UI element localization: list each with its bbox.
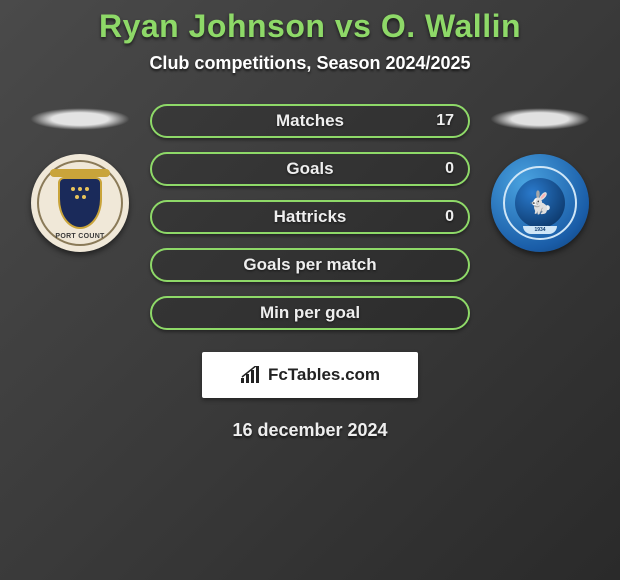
page-title: Ryan Johnson vs O. Wallin xyxy=(0,8,620,45)
stat-label: Goals xyxy=(152,159,468,179)
brand-box: FcTables.com xyxy=(202,352,418,398)
stat-label: Min per goal xyxy=(152,303,468,323)
stat-row-gpm: Goals per match xyxy=(150,248,470,282)
stat-row-matches: Matches 17 xyxy=(150,104,470,138)
stat-label: Goals per match xyxy=(152,255,468,275)
infographic-root: Ryan Johnson vs O. Wallin Club competiti… xyxy=(0,0,620,441)
bar-chart-icon xyxy=(240,366,262,384)
player-right-placeholder xyxy=(490,108,590,130)
player-left-placeholder xyxy=(30,108,130,130)
stat-value-right: 0 xyxy=(445,202,454,232)
club-badge-right: 🐇 1934 xyxy=(491,154,589,252)
date-label: 16 december 2024 xyxy=(0,420,620,441)
brand-label: FcTables.com xyxy=(268,365,380,385)
rabbit-icon: 🐇 xyxy=(526,192,553,214)
page-subtitle: Club competitions, Season 2024/2025 xyxy=(0,53,620,74)
badge-left-label: PORT COUNT xyxy=(31,233,129,240)
shield-dots-icon xyxy=(71,187,89,191)
badge-inner-icon: 🐇 xyxy=(515,178,565,228)
badge-year-label: 1934 xyxy=(523,226,557,234)
player-left-col: PORT COUNT xyxy=(20,104,140,252)
stat-row-mpg: Min per goal xyxy=(150,296,470,330)
stat-row-goals: Goals 0 xyxy=(150,152,470,186)
shield-top-icon xyxy=(50,169,110,177)
stat-label: Matches xyxy=(152,111,468,131)
stats-column: Matches 17 Goals 0 Hattricks 0 Goals per… xyxy=(140,104,480,330)
stat-label: Hattricks xyxy=(152,207,468,227)
stat-value-right: 17 xyxy=(436,106,454,136)
stat-row-hattricks: Hattricks 0 xyxy=(150,200,470,234)
stat-value-right: 0 xyxy=(445,154,454,184)
club-badge-left: PORT COUNT xyxy=(31,154,129,252)
player-right-col: 🐇 1934 xyxy=(480,104,600,252)
main-row: PORT COUNT Matches 17 Goals xyxy=(0,104,620,330)
